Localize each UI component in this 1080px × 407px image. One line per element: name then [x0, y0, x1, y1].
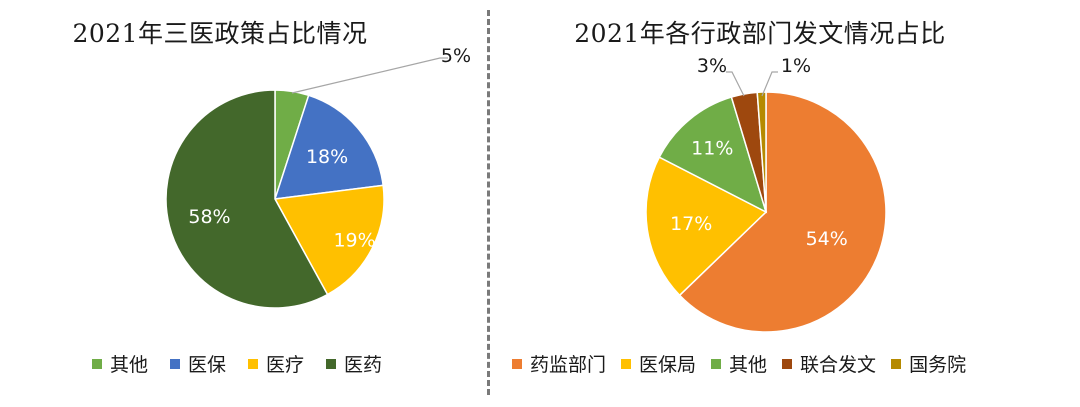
legend-item: 医药 — [326, 350, 382, 377]
pie-slice-right-4 — [756, 91, 767, 213]
legend-right: 药监部门 医保局 其他 联合发文 国务院 — [512, 350, 981, 377]
legend-label: 医疗 — [266, 354, 305, 376]
legend-item: 医保 — [170, 350, 226, 377]
legend-item: 国务院 — [891, 350, 966, 377]
legend-item: 其他 — [92, 350, 148, 377]
legend-label: 联合发文 — [800, 354, 877, 376]
legend-label: 其他 — [729, 354, 768, 376]
pie-slice-left-1 — [273, 94, 384, 200]
pie-slice-left-3 — [165, 89, 329, 309]
slice-label-right-3: 3% — [697, 55, 727, 77]
pie-chart-department-share: 2021年各行政部门发文情况占比 54% 17% 11% 3% 1% 药监部门 医保局 其他… — [500, 0, 1080, 407]
legend-swatch — [512, 358, 522, 369]
legend-swatch — [891, 358, 902, 369]
slice-label-left-2: 19% — [333, 230, 375, 252]
legend-label: 国务院 — [909, 354, 967, 376]
legend-item: 联合发文 — [782, 350, 876, 377]
pie-slice-left-2 — [273, 184, 385, 296]
legend-label: 其他 — [110, 354, 149, 376]
pie-slice-right-1 — [645, 156, 768, 297]
chart-title-left: 2021年三医政策占比情况 — [72, 19, 368, 48]
slice-label-right-4: 1% — [781, 55, 811, 77]
pie-right-svg: 54% 17% 11% 3% 1% — [645, 55, 887, 333]
legend-label: 医药 — [344, 354, 383, 376]
panel-divider — [487, 10, 490, 395]
legend-item: 其他 — [711, 350, 767, 377]
pie-chart-policy-share: 2021年三医政策占比情况 5% 18% 19% 58% 其他 医保 医疗 医药 — [0, 0, 480, 407]
legend-item: 医保局 — [621, 350, 696, 377]
slice-label-left-0: 5% — [441, 45, 471, 67]
legend-label: 药监部门 — [530, 354, 607, 376]
legend-swatch — [711, 358, 722, 369]
legend-swatch — [782, 358, 793, 369]
legend-label: 医保 — [188, 354, 227, 376]
slice-label-right-0: 54% — [806, 228, 848, 250]
slice-label-right-1: 17% — [670, 213, 712, 235]
legend-item: 医疗 — [248, 350, 304, 377]
legend-left: 其他 医保 医疗 医药 — [92, 350, 404, 377]
legend-swatch — [170, 358, 181, 369]
slice-label-left-3: 58% — [188, 206, 230, 228]
legend-item: 药监部门 — [512, 350, 606, 377]
pie-left-svg: 5% 18% 19% 58% — [165, 45, 471, 309]
legend-swatch — [621, 358, 632, 369]
legend-swatch — [326, 358, 337, 369]
slice-label-left-1: 18% — [306, 146, 348, 168]
legend-swatch — [248, 358, 259, 369]
slice-label-right-2: 11% — [691, 137, 733, 159]
legend-label: 医保局 — [639, 354, 697, 376]
pie-slice-right-0 — [678, 91, 887, 333]
chart-title-right: 2021年各行政部门发文情况占比 — [574, 19, 946, 48]
leader-line-left-0 — [291, 57, 448, 94]
legend-swatch — [92, 358, 102, 369]
leader-line-right-3 — [726, 71, 745, 97]
leader-line-right-4 — [761, 71, 778, 97]
